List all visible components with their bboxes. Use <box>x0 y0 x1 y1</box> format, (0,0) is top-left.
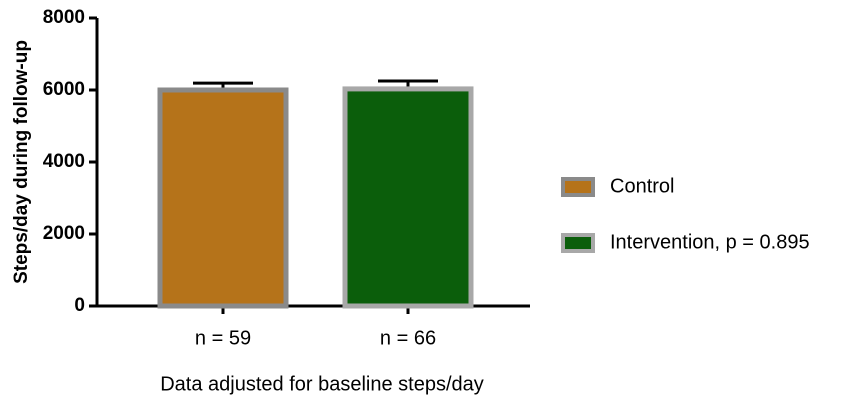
x-tick-label: n = 59 <box>195 327 251 349</box>
legend-label: Control <box>610 175 674 197</box>
legend-label: Intervention, p = 0.895 <box>610 231 810 253</box>
y-tick-label: 4000 <box>43 151 85 172</box>
legend-swatch <box>561 177 595 197</box>
y-tick-label: 0 <box>74 295 85 316</box>
bar <box>157 87 289 309</box>
y-tick-label: 6000 <box>43 79 85 100</box>
legend-swatch <box>561 233 595 253</box>
bar <box>342 86 474 309</box>
x-axis-title: Data adjusted for baseline steps/day <box>160 373 484 395</box>
x-tick-label: n = 66 <box>380 327 436 349</box>
y-axis-title: Steps/day during follow-up <box>11 40 32 284</box>
y-tick-label: 8000 <box>43 7 85 28</box>
y-tick-label: 2000 <box>43 223 85 244</box>
